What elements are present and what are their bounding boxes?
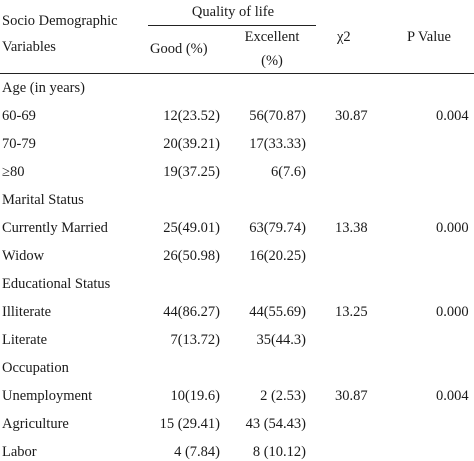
- chi2-value: 30.87: [335, 108, 368, 124]
- excellent-value: 35(44.3): [256, 332, 306, 348]
- good-value: 19(37.25): [163, 164, 220, 180]
- header-bottom-rule: [0, 73, 474, 74]
- row-label: Widow: [2, 248, 45, 264]
- good-value: 26(50.98): [163, 248, 220, 264]
- header-variables-line1: Socio Demographic: [2, 13, 118, 29]
- row-label: Literate: [2, 332, 48, 348]
- section-title: Occupation: [2, 360, 69, 376]
- good-value: 4 (7.84): [174, 444, 220, 460]
- row-label: Agriculture: [2, 416, 69, 432]
- chi2-value: 13.38: [335, 220, 368, 236]
- header-good: Good (%): [150, 41, 208, 57]
- good-value: 20(39.21): [163, 136, 220, 152]
- excellent-value: 16(20.25): [249, 248, 306, 264]
- good-value: 7(13.72): [170, 332, 220, 348]
- section-title: Marital Status: [2, 192, 84, 208]
- excellent-value: 44(55.69): [249, 304, 306, 320]
- excellent-value: 43 (54.43): [245, 416, 306, 432]
- row-label: ≥80: [2, 164, 25, 180]
- header-excellent-line2: (%): [261, 53, 283, 69]
- header-variables-line2: Variables: [2, 39, 56, 55]
- excellent-value: 6(7.6): [270, 164, 306, 180]
- excellent-value: 8 (10.12): [252, 444, 306, 460]
- section-title: Educational Status: [2, 276, 111, 292]
- row-label: 60-69: [2, 108, 36, 124]
- header-quality-rule: [148, 25, 316, 26]
- p-value: 0.000: [436, 304, 469, 320]
- header-p-value: P Value: [407, 29, 451, 45]
- row-label: Labor: [2, 444, 37, 460]
- row-label: Illiterate: [2, 304, 52, 320]
- good-value: 25(49.01): [163, 220, 220, 236]
- excellent-value: 17(33.33): [249, 136, 306, 152]
- good-value: 15 (29.41): [159, 416, 220, 432]
- row-label: Unemployment: [2, 388, 93, 404]
- section-title: Age (in years): [2, 80, 85, 96]
- good-value: 44(86.27): [163, 304, 220, 320]
- good-value: 12(23.52): [163, 108, 220, 124]
- header-excellent-line1: Excellent: [244, 29, 300, 45]
- excellent-value: 2 (2.53): [260, 388, 306, 404]
- header-chi2: χ2: [337, 29, 351, 45]
- header-quality-of-life: Quality of life: [191, 4, 275, 20]
- good-value: 10(19.6): [170, 388, 220, 404]
- p-value: 0.004: [436, 388, 469, 404]
- excellent-value: 63(79.74): [249, 220, 306, 236]
- p-value: 0.000: [436, 220, 469, 236]
- chi2-value: 13.25: [335, 304, 368, 320]
- p-value: 0.004: [436, 108, 469, 124]
- excellent-value: 56(70.87): [249, 108, 306, 124]
- chi2-value: 30.87: [335, 388, 368, 404]
- row-label: Currently Married: [2, 220, 108, 236]
- row-label: 70-79: [2, 136, 36, 152]
